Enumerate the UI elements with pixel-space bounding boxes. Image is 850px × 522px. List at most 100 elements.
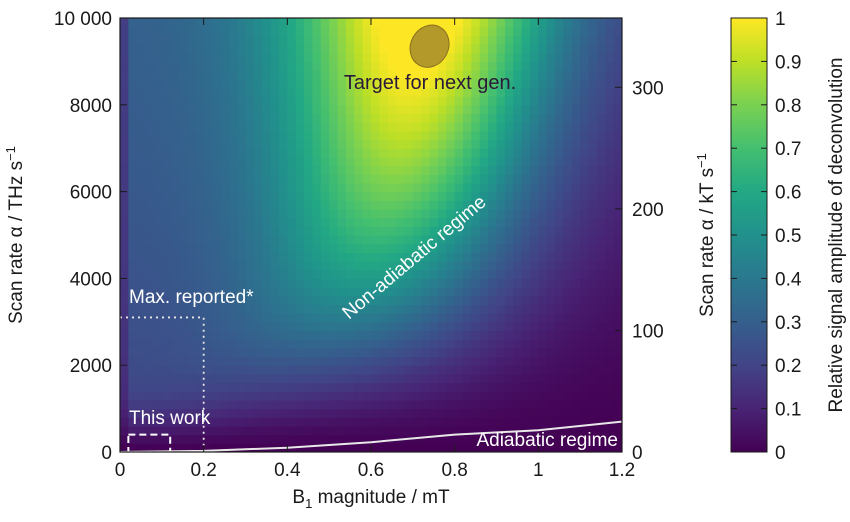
heatmap-cell	[186, 417, 196, 427]
heatmap-cell	[245, 443, 255, 452]
heatmap-cell	[278, 87, 288, 97]
heatmap-cell	[529, 113, 539, 123]
heatmap-cell	[471, 443, 481, 452]
heatmap-cell	[588, 174, 598, 184]
heatmap-cell	[605, 122, 615, 132]
heatmap-cell	[312, 182, 322, 193]
y-tick-label: 6000	[70, 183, 112, 204]
heatmap-cell	[354, 417, 364, 427]
heatmap-cell	[521, 330, 531, 340]
heatmap-cell	[571, 104, 581, 115]
heatmap-cell	[337, 269, 347, 279]
heatmap-cell	[546, 87, 556, 97]
heatmap-cell	[203, 417, 213, 427]
heatmap-cell	[354, 347, 364, 358]
heatmap-cell	[588, 139, 598, 149]
heatmap-cell	[362, 61, 372, 71]
heatmap-cell	[136, 78, 146, 89]
heatmap-cell	[186, 356, 196, 366]
heatmap-cell	[195, 148, 205, 158]
heatmap-cell	[170, 61, 180, 71]
heatmap-cell	[278, 278, 288, 288]
heatmap-cell	[605, 104, 615, 115]
heatmap-cell	[580, 399, 590, 410]
heatmap-cell	[538, 26, 548, 36]
heatmap-cell	[596, 330, 606, 340]
heatmap-cell	[354, 425, 364, 436]
heatmap-cell	[555, 104, 565, 115]
heatmap-cell	[270, 44, 280, 54]
heatmap-cell	[605, 261, 615, 271]
heatmap-cell	[120, 425, 129, 436]
heatmap-cell	[429, 261, 439, 271]
heatmap-cell	[555, 156, 565, 167]
heatmap-cell	[596, 61, 606, 71]
heatmap-cell	[329, 44, 339, 54]
heatmap-cell	[496, 443, 506, 452]
heatmap-cell	[613, 156, 622, 167]
heatmap-cell	[404, 130, 414, 141]
heatmap-cell	[454, 217, 464, 227]
heatmap-cell	[396, 269, 406, 279]
heatmap-cell	[170, 399, 180, 410]
heatmap-cell	[128, 96, 138, 106]
heatmap-cell	[337, 356, 347, 366]
colorbar-tick-label: 0.5	[775, 226, 801, 247]
heatmap-cells	[120, 18, 622, 452]
heatmap-cell	[295, 373, 305, 384]
heatmap-cell	[253, 252, 263, 262]
heatmap-cell	[312, 304, 322, 314]
heatmap-cell	[245, 382, 255, 392]
heatmap-cell	[555, 61, 565, 71]
heatmap-cell	[120, 252, 129, 262]
heatmap-cell	[362, 226, 372, 236]
heatmap-cell	[404, 287, 414, 297]
heatmap-cell	[170, 87, 180, 97]
heatmap-cell	[220, 78, 230, 89]
heatmap-cell	[580, 87, 590, 97]
heatmap-cell	[488, 61, 498, 71]
heatmap-cell	[345, 87, 355, 97]
heatmap-cell	[161, 61, 171, 71]
heatmap-cell	[529, 78, 539, 89]
y-tick-label: 10 000	[54, 9, 112, 30]
heatmap-cell	[237, 408, 247, 418]
heatmap-cell	[563, 356, 573, 366]
heatmap-cell	[120, 330, 129, 340]
heatmap-cell	[120, 44, 129, 54]
heatmap-cell	[504, 122, 514, 132]
heatmap-cell	[295, 278, 305, 288]
heatmap-cell	[454, 78, 464, 89]
heatmap-cell	[471, 200, 481, 210]
heatmap-cell	[446, 104, 456, 115]
heatmap-cell	[538, 165, 548, 175]
heatmap-cell	[329, 399, 339, 410]
heatmap-cell	[596, 182, 606, 193]
heatmap-cell	[404, 182, 414, 193]
heatmap-cell	[605, 443, 615, 452]
heatmap-cell	[496, 52, 506, 62]
heatmap-cell	[479, 35, 489, 45]
heatmap-cell	[613, 87, 622, 97]
heatmap-cell	[136, 148, 146, 158]
heatmap-cell	[136, 52, 146, 62]
heatmap-cell	[170, 139, 180, 149]
heatmap-cell	[136, 252, 146, 262]
heatmap-cell	[329, 365, 339, 375]
heatmap-cell	[253, 113, 263, 123]
heatmap-cell	[538, 87, 548, 97]
heatmap-cell	[396, 122, 406, 132]
heatmap-cell	[596, 96, 606, 106]
heatmap-cell	[479, 78, 489, 89]
heatmap-cell	[371, 287, 380, 297]
heatmap-cell	[563, 156, 573, 167]
heatmap-cell	[278, 347, 288, 358]
heatmap-cell	[555, 391, 565, 401]
heatmap-cell	[186, 321, 196, 332]
heatmap-cell	[488, 330, 498, 340]
heatmap-cell	[320, 287, 330, 297]
heatmap-cell	[237, 304, 247, 314]
heatmap-cell	[245, 278, 255, 288]
heatmap-cell	[412, 408, 422, 418]
heatmap-cell	[454, 243, 464, 253]
